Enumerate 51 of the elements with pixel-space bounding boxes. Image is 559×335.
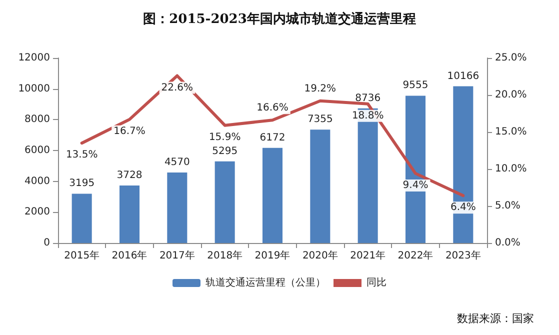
x-tick-label: 2017年 <box>159 250 195 262</box>
data-label: 3728 <box>116 170 142 182</box>
bar <box>453 86 474 243</box>
y2-tick-label: 15.0% <box>495 126 527 138</box>
bar <box>167 172 188 243</box>
data-label: 13.5% <box>66 150 98 161</box>
data-label: 16.7% <box>114 126 146 137</box>
x-tick-label: 2015年 <box>64 250 100 262</box>
bar <box>262 148 283 243</box>
y-tick-label: 2000 <box>24 206 50 218</box>
data-label: 10166 <box>447 70 480 82</box>
data-label: 18.8% <box>352 110 384 122</box>
data-label: 6172 <box>260 132 286 144</box>
chart-title: 图：2015-2023年国内城市轨道交通运营里程 <box>143 11 416 27</box>
x-tick-label: 2018年 <box>207 250 243 262</box>
data-label: 7355 <box>307 114 333 126</box>
y2-tick-label: 0.0% <box>495 238 520 248</box>
data-label: 3195 <box>69 178 95 190</box>
legend-label: 同比 <box>366 276 386 288</box>
data-label: 9555 <box>402 80 428 92</box>
y-tick-label: 10000 <box>18 83 50 94</box>
source-note: 数据来源：国家 <box>457 312 534 325</box>
data-label: 6.4% <box>450 202 476 214</box>
x-tick-label: 2023年 <box>445 250 481 262</box>
y-tick-label: 0 <box>44 238 50 248</box>
bar <box>119 186 140 243</box>
y-tick-label: 6000 <box>24 145 50 156</box>
y2-tick-label: 20.0% <box>495 90 527 100</box>
y2-tick-label: 25.0% <box>495 52 527 64</box>
y-tick-label: 4000 <box>24 176 50 187</box>
y2-tick-label: 10.0% <box>495 164 527 174</box>
legend-label: 轨道交通运营里程（公里） <box>206 276 326 288</box>
bar <box>72 194 92 243</box>
data-label: 19.2% <box>304 83 336 94</box>
data-label: 16.6% <box>256 102 288 114</box>
data-label: 22.6% <box>161 82 194 94</box>
bar <box>214 161 235 243</box>
x-tick-label: 2016年 <box>112 250 148 262</box>
y-tick-label: 12000 <box>18 52 50 64</box>
data-label: 15.9% <box>208 132 241 143</box>
x-tick-label: 2022年 <box>398 250 434 262</box>
x-tick-label: 2020年 <box>302 250 338 262</box>
x-tick-label: 2019年 <box>254 250 290 262</box>
data-label: 8736 <box>355 92 381 104</box>
x-tick-label: 2021年 <box>350 250 386 262</box>
data-label: 4570 <box>164 157 190 168</box>
data-label: 5295 <box>212 146 238 157</box>
y2-tick-label: 5.0% <box>495 200 520 212</box>
y-tick-label: 8000 <box>24 114 50 126</box>
bar <box>310 130 330 243</box>
data-label: 9.4% <box>402 180 428 191</box>
